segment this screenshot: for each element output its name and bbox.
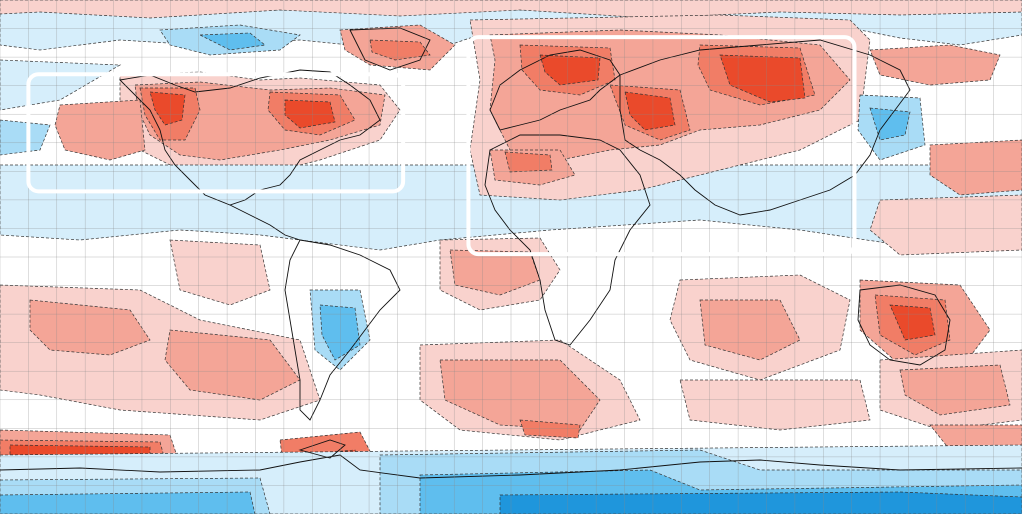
highlight-boxes [26,35,857,257]
warm-region [369,39,431,61]
coastline [857,284,951,366]
warm-region [719,54,806,103]
cold-region [199,32,266,51]
warm-region [449,249,541,296]
warm-region [504,151,553,173]
coastline [229,204,301,241]
cold-region [0,119,51,156]
coastline [489,49,621,131]
warm-region [624,91,676,131]
coastline [349,27,431,71]
warm-region [899,364,1011,416]
coastline [298,439,346,459]
coastline [0,454,1022,479]
coastline-layer [0,27,1022,479]
coastline [284,239,401,421]
warm-region [869,194,1022,256]
warm-region [169,239,271,306]
coastline [619,39,911,216]
warm-region [679,379,871,431]
warm-region [539,54,601,86]
warm-region [889,304,936,341]
warm-region [439,359,601,431]
warm-region [929,139,1022,196]
warm-region [519,419,581,439]
warm-region [149,91,186,126]
cold-region [0,491,256,514]
north-america-box [26,72,406,194]
cold-region [499,491,1022,514]
coastline [119,69,381,206]
eurasia-box [466,35,857,257]
warm-region [29,299,151,356]
coastline [484,134,651,346]
